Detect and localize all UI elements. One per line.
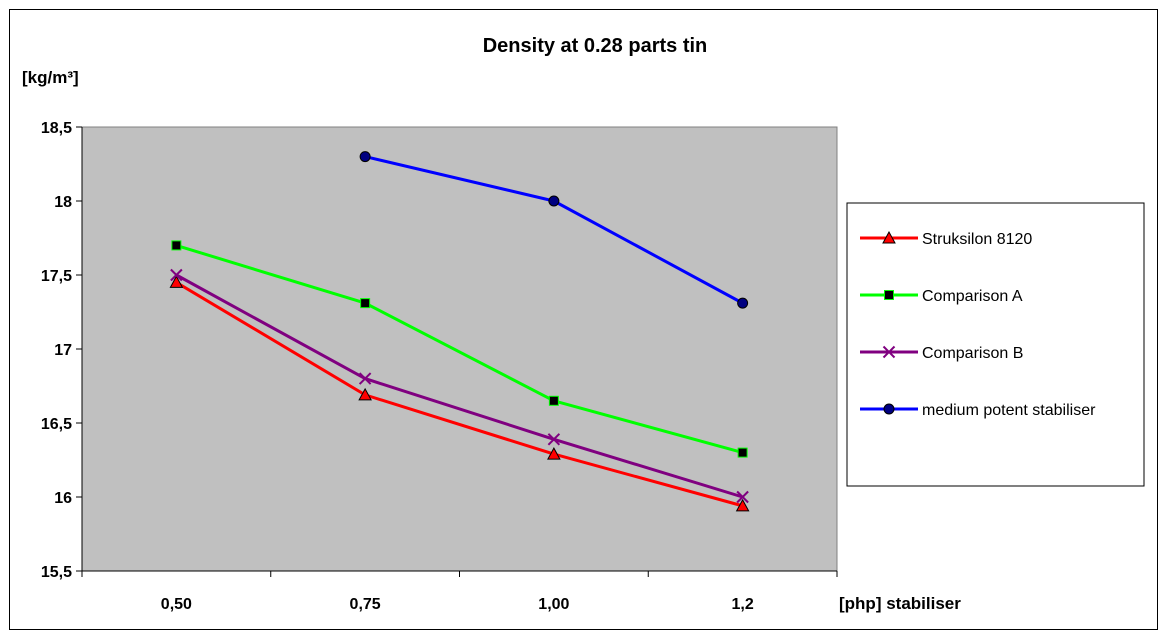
- legend-marker: [883, 403, 895, 415]
- legend-marker: [882, 345, 896, 359]
- legend-label: Comparison A: [922, 288, 1023, 305]
- data-point: [737, 297, 749, 309]
- series-struksilon-8120: [169, 275, 750, 512]
- legend-item: medium potent stabiliser: [860, 402, 1096, 419]
- plot-area: [81, 126, 838, 572]
- series-comparison-b: [170, 268, 749, 504]
- legend-label: Comparison B: [922, 345, 1023, 362]
- data-point: [547, 447, 561, 460]
- x-tick-label: 0,75: [350, 596, 381, 613]
- axes: 15,5 16 16,5 17 17,5 18 18,5 0,50 0,75 1,00 1,2: [41, 120, 838, 613]
- chart-title: Density at 0.28 parts tin: [483, 35, 708, 57]
- x-tick-label: 1,2: [732, 596, 754, 613]
- y-tick-label: 17: [54, 342, 72, 359]
- series-layer: [169, 151, 750, 512]
- legend-label: Struksilon 8120: [922, 231, 1032, 248]
- data-point: [548, 195, 560, 207]
- legend: Struksilon 8120 Comparison A Comparison B m…: [860, 230, 1096, 419]
- y-tick-label: 15,5: [41, 564, 72, 581]
- data-point: [360, 298, 371, 309]
- x-tick-label: 1,00: [538, 596, 569, 613]
- series-line: [175, 281, 744, 508]
- data-point: [359, 151, 371, 163]
- y-tick-label: 18,5: [41, 120, 72, 137]
- data-point: [358, 387, 372, 401]
- legend-item: Comparison B: [860, 345, 1023, 362]
- data-point: [547, 433, 561, 446]
- data-point: [358, 372, 372, 385]
- x-axis-label: [php] stabiliser: [839, 594, 961, 613]
- data-point: [169, 275, 184, 288]
- data-point: [735, 498, 750, 512]
- data-point: [170, 268, 183, 282]
- legend-label: medium potent stabiliser: [922, 402, 1096, 419]
- series-line: [175, 243, 744, 455]
- legend-marker: [882, 230, 896, 244]
- y-tick-label: 16: [54, 490, 72, 507]
- y-tick-label: 17,5: [41, 268, 72, 285]
- data-point: [737, 447, 748, 458]
- y-tick-label: 16,5: [41, 416, 72, 433]
- legend-item: Comparison A: [860, 288, 1023, 305]
- legend-item: Struksilon 8120: [860, 230, 1032, 248]
- y-axis-unit-label: [kg/m³]: [22, 68, 79, 87]
- series-medium-potent-stabiliser: [359, 151, 749, 309]
- y-tick-label: 18: [54, 194, 72, 211]
- series-comparison-a: [171, 240, 748, 458]
- data-point: [171, 240, 182, 251]
- data-point: [548, 395, 559, 406]
- legend-marker: [884, 290, 894, 300]
- series-line: [175, 273, 744, 499]
- x-tick-label: 0,50: [161, 596, 192, 613]
- legend-box: [846, 202, 1145, 487]
- data-point: [736, 490, 749, 504]
